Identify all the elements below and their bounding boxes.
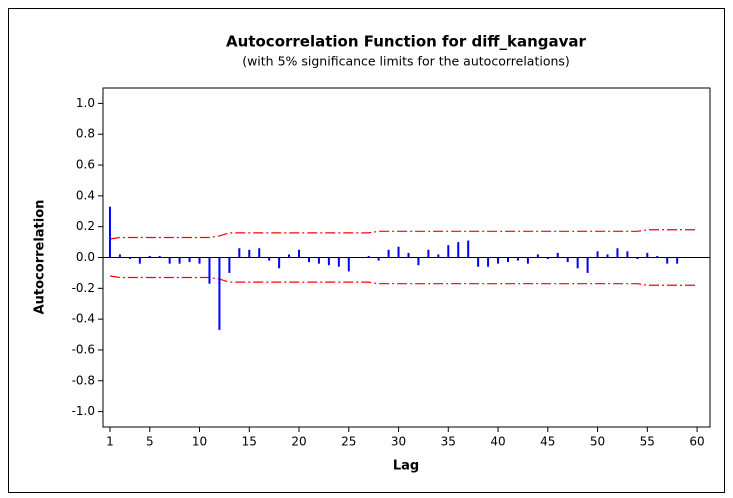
y-tick-label: 1.0 [76,96,95,110]
x-tick-label: 20 [291,435,306,449]
y-tick-label: -0.8 [72,373,95,387]
y-tick-label: -0.6 [72,342,95,356]
y-tick-label: -0.4 [72,312,95,326]
x-tick-label: 1 [106,435,114,449]
outer-frame [8,8,725,493]
x-tick-label: 5 [146,435,154,449]
chart-title: Autocorrelation Function for diff_kangav… [226,33,586,51]
x-tick-label: 15 [242,435,257,449]
x-tick-label: 50 [590,435,605,449]
x-tick-label: 45 [540,435,555,449]
significance-limit [109,275,698,286]
y-tick-label: 0.6 [76,158,95,172]
chart-subtitle: (with 5% significance limits for the aut… [242,54,570,69]
x-tick-label: 40 [490,435,505,449]
x-axis-label: Lag [393,459,419,474]
x-tick-label: 30 [391,435,406,449]
x-tick-label: 25 [341,435,356,449]
y-tick-label: 0.0 [76,250,95,264]
y-tick-label: -0.2 [72,281,95,295]
y-tick-label: -1.0 [72,404,95,418]
y-tick-label: 0.4 [76,188,95,202]
y-tick-label: 0.8 [76,127,95,141]
y-tick-label: 0.2 [76,219,95,233]
x-tick-label: 60 [689,435,704,449]
x-tick-label: 35 [441,435,456,449]
x-tick-label: 10 [192,435,207,449]
significance-limit [109,229,698,240]
y-axis-label: Autocorrelation [33,200,48,315]
x-tick-label: 55 [640,435,655,449]
